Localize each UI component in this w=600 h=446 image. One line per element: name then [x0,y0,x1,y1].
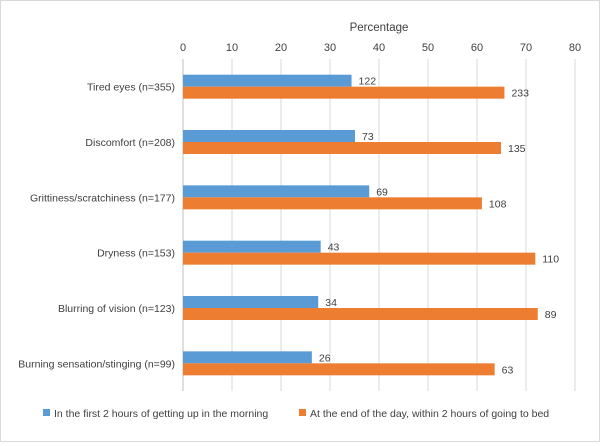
evening-bar [183,86,505,99]
morning-bar [183,130,355,142]
category-label: Dryness (n=153) [97,248,175,260]
morning-data-label: 34 [325,297,337,309]
morning-bar [183,74,352,87]
evening-bar [183,197,482,210]
x-tick-label-40: 40 [373,42,385,54]
bars [183,74,538,376]
evening-data-label: 63 [502,364,514,376]
morning-bar [183,185,370,198]
x-tick-label-10: 10 [226,42,238,54]
morning-bar [183,351,312,364]
x-tick-label-50: 50 [422,42,434,54]
morning-data-label: 73 [362,131,374,143]
x-tick-label-0: 0 [180,42,186,54]
x-tick-label-80: 80 [569,42,581,54]
x-tick-label-20: 20 [275,42,287,54]
morning-data-label: 26 [319,352,331,364]
legend-swatch-morning [43,409,50,416]
evening-bar [183,308,538,320]
morning-data-label: 122 [359,76,377,88]
data-labels: 122 233 73 135 69 108 43 110 34 89 26 63 [319,76,559,377]
x-axis-title: Percentage [350,22,409,34]
category-labels: Tired eyes (n=355) Discomfort (n=208) Grit… [18,82,175,371]
evening-data-label: 135 [508,143,526,155]
legend: In the first 2 hours of getting up in th… [43,408,549,420]
legend-swatch-evening [299,409,306,416]
evening-data-label: 110 [542,254,559,266]
evening-data-label: 89 [545,309,557,321]
x-tick-label-70: 70 [520,42,532,54]
evening-bar [183,252,536,265]
morning-data-label: 43 [328,242,340,254]
x-tick-label-30: 30 [324,42,336,54]
evening-data-label: 108 [489,198,507,210]
morning-bar [183,296,319,308]
category-label: Burning sensation/stinging (n=99) [18,358,175,370]
gridlines [182,59,576,391]
legend-label-evening: At the end of the day, within 2 hours of… [310,408,549,420]
evening-data-label: 233 [511,88,529,100]
category-label: Discomfort (n=208) [85,137,175,149]
morning-data-label: 69 [376,186,388,198]
x-axis-ticks: 0 10 20 30 40 50 60 70 80 [180,42,581,54]
evening-bar [183,363,495,376]
morning-bar [183,240,321,253]
evening-bar [183,142,502,154]
category-label: Blurring of vision (n=123) [58,303,175,315]
x-tick-label-60: 60 [471,42,483,54]
category-label: Tired eyes (n=355) [87,82,175,94]
category-label: Grittiness/scratchiness (n=177) [30,192,175,204]
legend-label-morning: In the first 2 hours of getting up in th… [54,408,268,420]
